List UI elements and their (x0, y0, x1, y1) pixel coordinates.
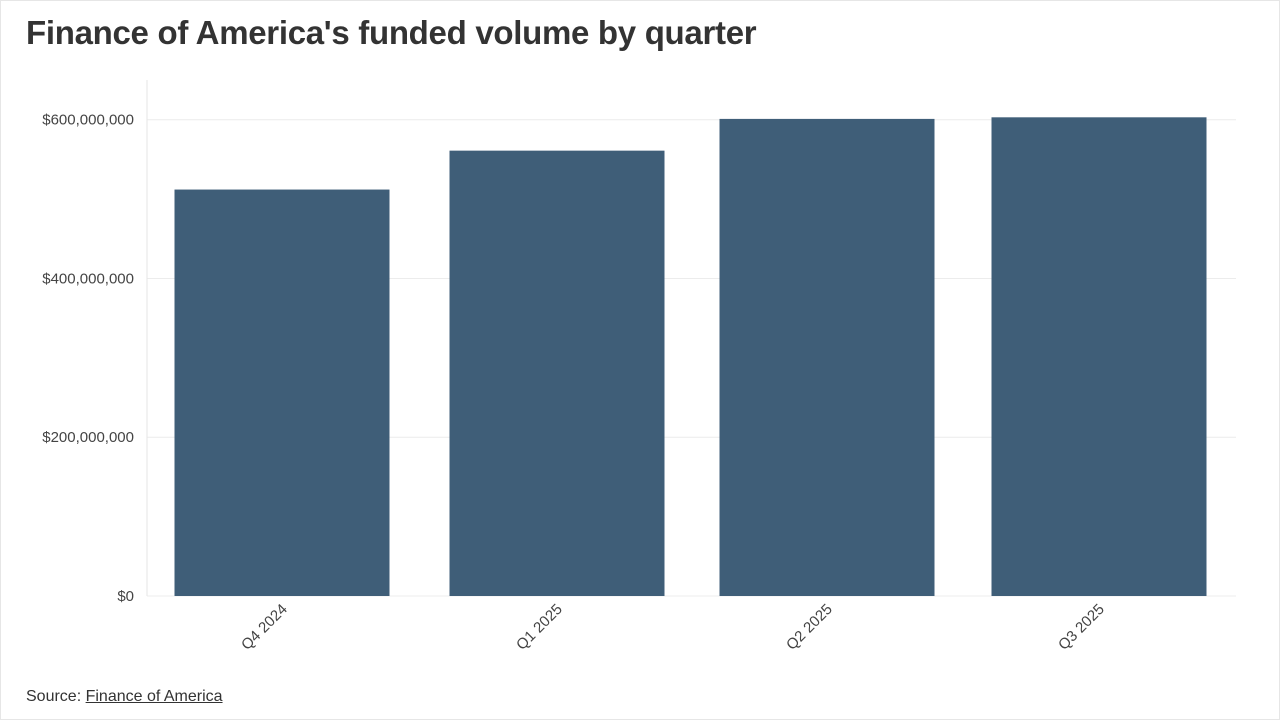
bars (174, 117, 1207, 597)
bar-q3-2025[interactable] (991, 117, 1207, 597)
x-tick-label: Q1 2025 (513, 601, 566, 654)
chart-title: Finance of America's funded volume by qu… (26, 14, 757, 51)
x-tick-label: Q2 2025 (783, 601, 836, 654)
source-note: Source: Finance of America (26, 688, 223, 706)
y-axis: $0 $200,000,000 $400,000,000 $600,000,000 (42, 80, 148, 605)
y-tick-label: $0 (117, 588, 134, 605)
source-prefix: Source: (26, 688, 82, 705)
x-tick-label: Q4 2024 (238, 601, 291, 654)
x-axis: Q4 2024 Q1 2025 Q2 2025 Q3 2025 (238, 601, 1108, 654)
y-tick-label: $200,000,000 (42, 429, 134, 446)
bar-q4-2024[interactable] (174, 189, 390, 596)
x-tick-label: Q3 2025 (1055, 601, 1108, 654)
bar-q2-2025[interactable] (719, 118, 935, 596)
y-tick-label: $600,000,000 (42, 112, 134, 129)
source-link[interactable]: Finance of America (85, 688, 223, 705)
y-tick-label: $400,000,000 (42, 270, 134, 287)
bar-q1-2025[interactable] (449, 150, 665, 596)
